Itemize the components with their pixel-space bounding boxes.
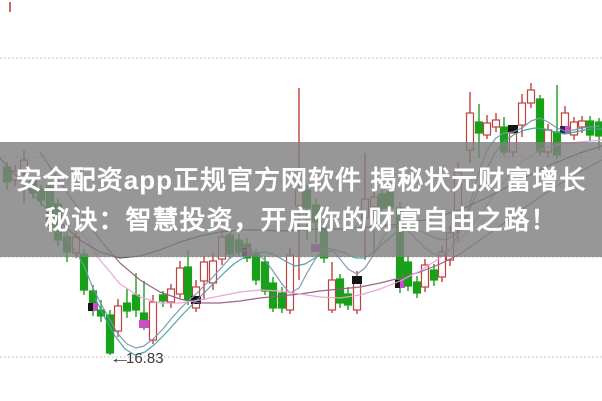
headline-line-1: 安全配资app正规官方网软件 揭秘状元财富增长 <box>15 164 587 195</box>
left-arrow-icon: ← <box>109 350 132 367</box>
low-price-value: 16.83 <box>126 350 164 367</box>
headline-line-2: 秘诀：智慧投资，开启你的财富自由之路！ <box>44 204 558 235</box>
low-price-annotation: ←16.83 <box>109 350 164 368</box>
headline-overlay: 安全配资app正规官方网软件 揭秘状元财富增长 秘诀：智慧投资，开启你的财富自由… <box>0 142 602 257</box>
